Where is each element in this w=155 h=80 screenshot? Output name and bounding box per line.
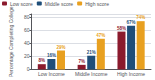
svg-text:20: 20: [24, 53, 30, 59]
svg-text:Percentage Completing College: Percentage Completing College: [8, 6, 14, 77]
svg-text:7%: 7%: [78, 59, 85, 64]
svg-text:8%: 8%: [39, 58, 46, 63]
svg-text:40: 40: [24, 40, 30, 46]
svg-text:80: 80: [24, 14, 30, 20]
svg-text:High Income: High Income: [117, 71, 145, 77]
svg-text:74%: 74%: [136, 15, 145, 20]
svg-text:0: 0: [27, 66, 30, 72]
svg-text:Middle score: Middle score: [45, 1, 74, 7]
svg-text:16%: 16%: [47, 53, 56, 58]
svg-text:Low Income: Low Income: [38, 71, 65, 77]
svg-text:58%: 58%: [117, 26, 126, 31]
svg-text:67%: 67%: [127, 20, 136, 25]
svg-text:29%: 29%: [56, 45, 65, 50]
svg-text:Low score: Low score: [10, 1, 33, 7]
svg-text:60: 60: [24, 27, 30, 33]
svg-text:21%: 21%: [87, 50, 96, 55]
svg-text:High score: High score: [85, 1, 109, 7]
svg-text:47%: 47%: [96, 33, 105, 38]
svg-text:Middle Income: Middle Income: [75, 71, 108, 77]
